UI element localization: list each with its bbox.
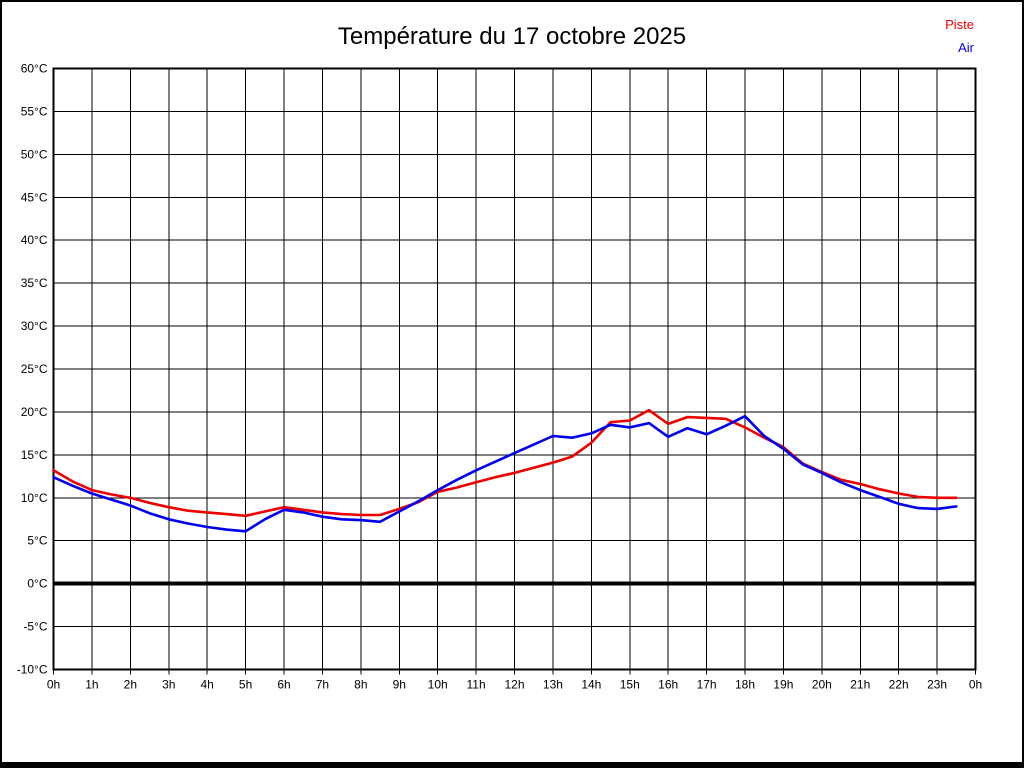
x-tick-label: 4h xyxy=(200,678,213,692)
y-tick-label: 15°C xyxy=(21,448,48,462)
x-tick-label: 2h xyxy=(124,678,137,692)
x-tick-label: 19h xyxy=(773,678,793,692)
y-tick-label: 10°C xyxy=(21,491,48,505)
x-tick-label: 16h xyxy=(658,678,678,692)
y-tick-label: 25°C xyxy=(21,362,48,376)
x-tick-label: 8h xyxy=(354,678,367,692)
x-tick-label: 5h xyxy=(239,678,252,692)
y-tick-label: 50°C xyxy=(21,147,48,161)
x-tick-label: 0h xyxy=(969,678,982,692)
x-tick-label: 0h xyxy=(47,678,60,692)
piste-series-line xyxy=(52,408,958,518)
legend-item-air: Air xyxy=(958,40,974,55)
y-tick-label: 5°C xyxy=(27,534,47,548)
air-series-line xyxy=(52,414,958,533)
y-tick-label: 20°C xyxy=(21,405,48,419)
chart-legend: Piste Air xyxy=(945,13,974,59)
y-tick-label: -10°C xyxy=(17,663,48,677)
y-tick-label: 0°C xyxy=(27,577,47,591)
x-tick-label: 9h xyxy=(393,678,406,692)
y-tick-label: 30°C xyxy=(21,319,48,333)
x-tick-label: 7h xyxy=(316,678,329,692)
x-tick-label: 1h xyxy=(85,678,98,692)
x-tick-label: 12h xyxy=(504,678,524,692)
y-tick-label: 45°C xyxy=(21,190,48,204)
x-tick-label: 18h xyxy=(735,678,755,692)
x-tick-label: 11h xyxy=(467,678,486,692)
x-tick-label: 23h xyxy=(927,678,947,692)
y-tick-label: 40°C xyxy=(21,233,48,247)
y-tick-label: 35°C xyxy=(21,276,48,290)
x-tick-label: 15h xyxy=(620,678,640,692)
x-tick-label: 14h xyxy=(581,678,601,692)
chart-title: Température du 17 octobre 2025 xyxy=(337,23,687,50)
x-tick-label: 6h xyxy=(277,678,290,692)
x-tick-label: 13h xyxy=(543,678,563,692)
x-tick-label: 20h xyxy=(812,678,832,692)
x-tick-label: 21h xyxy=(850,678,870,692)
x-tick-label: 3h xyxy=(162,678,175,692)
y-tick-label: -5°C xyxy=(23,620,47,634)
legend-item-piste: Piste xyxy=(945,17,974,32)
x-tick-label: 10h xyxy=(428,678,448,692)
y-tick-label: 55°C xyxy=(21,104,48,118)
x-tick-label: 22h xyxy=(889,678,909,692)
y-tick-label: 60°C xyxy=(21,62,48,76)
x-tick-label: 17h xyxy=(697,678,717,692)
